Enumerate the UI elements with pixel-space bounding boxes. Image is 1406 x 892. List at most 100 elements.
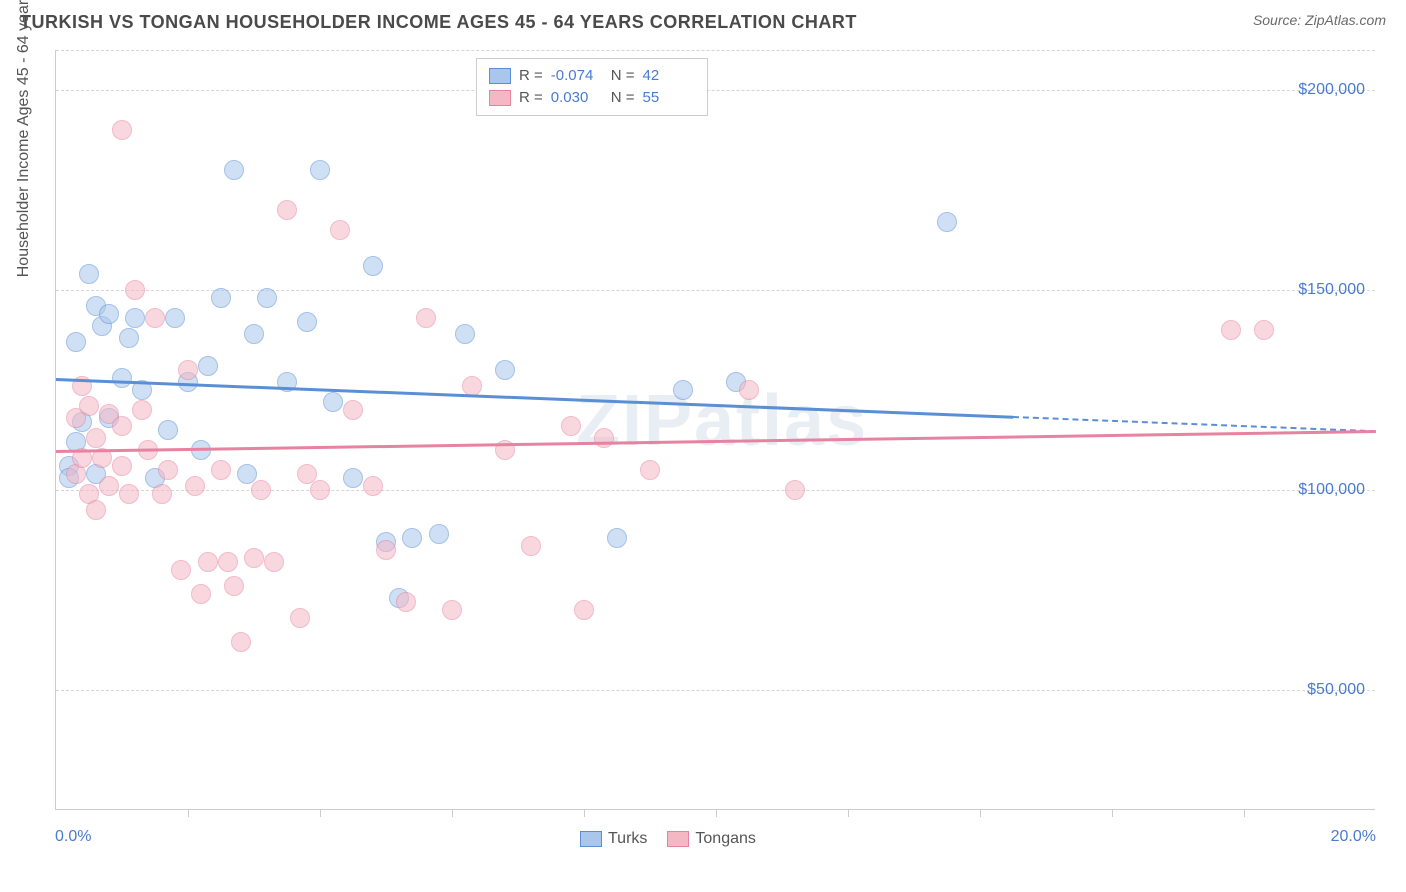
legend-r-value: 0.030 <box>551 87 603 109</box>
data-point <box>442 600 462 620</box>
data-point <box>290 608 310 628</box>
data-point <box>310 160 330 180</box>
data-point <box>574 600 594 620</box>
data-point <box>363 256 383 276</box>
data-point <box>86 428 106 448</box>
data-point <box>462 376 482 396</box>
legend-stats: R = -0.074 N = 42 R = 0.030 N = 55 <box>476 58 708 116</box>
data-point <box>363 476 383 496</box>
gridline <box>56 690 1375 691</box>
data-point <box>640 460 660 480</box>
data-point <box>112 456 132 476</box>
data-point <box>79 396 99 416</box>
data-point <box>277 200 297 220</box>
data-point <box>455 324 475 344</box>
y-tick-label: $50,000 <box>1307 681 1365 699</box>
data-point <box>86 500 106 520</box>
x-tick <box>584 809 585 817</box>
x-tick <box>1112 809 1113 817</box>
data-point <box>112 416 132 436</box>
legend-n-value: 55 <box>643 87 695 109</box>
data-point <box>66 332 86 352</box>
x-tick <box>452 809 453 817</box>
data-point <box>244 548 264 568</box>
data-point <box>211 460 231 480</box>
data-point <box>79 264 99 284</box>
y-tick-label: $100,000 <box>1298 481 1365 499</box>
legend-item: Turks <box>580 830 647 848</box>
y-tick-label: $150,000 <box>1298 281 1365 299</box>
gridline <box>56 90 1375 91</box>
trend-line <box>1013 416 1376 432</box>
data-point <box>739 380 759 400</box>
legend-series-name: Turks <box>608 830 647 848</box>
data-point <box>937 212 957 232</box>
data-point <box>125 280 145 300</box>
data-point <box>218 552 238 572</box>
data-point <box>402 528 422 548</box>
x-tick <box>188 809 189 817</box>
data-point <box>112 120 132 140</box>
data-point <box>330 220 350 240</box>
data-point <box>1254 320 1274 340</box>
trend-line <box>56 430 1376 453</box>
legend-row: R = 0.030 N = 55 <box>489 87 695 109</box>
data-point <box>231 632 251 652</box>
data-point <box>257 288 277 308</box>
data-point <box>171 560 191 580</box>
legend-n-label: N = <box>611 65 635 87</box>
data-point <box>112 368 132 388</box>
data-point <box>178 360 198 380</box>
data-point <box>416 308 436 328</box>
legend-n-value: 42 <box>643 65 695 87</box>
x-tick <box>320 809 321 817</box>
x-axis-max-label: 20.0% <box>1331 828 1376 846</box>
x-tick <box>980 809 981 817</box>
legend-item: Tongans <box>667 830 756 848</box>
data-point <box>99 476 119 496</box>
legend-r-value: -0.074 <box>551 65 603 87</box>
data-point <box>376 540 396 560</box>
x-tick <box>716 809 717 817</box>
gridline <box>56 290 1375 291</box>
data-point <box>211 288 231 308</box>
data-point <box>119 484 139 504</box>
data-point <box>244 324 264 344</box>
data-point <box>1221 320 1241 340</box>
data-point <box>396 592 416 612</box>
data-point <box>297 312 317 332</box>
x-tick <box>848 809 849 817</box>
legend-n-label: N = <box>611 87 635 109</box>
data-point <box>251 480 271 500</box>
legend-r-label: R = <box>519 65 543 87</box>
legend-swatch <box>580 831 602 847</box>
chart-title: TURKISH VS TONGAN HOUSEHOLDER INCOME AGE… <box>20 12 857 33</box>
watermark-text: ZIPatlas <box>576 380 868 462</box>
legend-row: R = -0.074 N = 42 <box>489 65 695 87</box>
data-point <box>343 468 363 488</box>
data-point <box>125 308 145 328</box>
data-point <box>132 400 152 420</box>
data-point <box>561 416 581 436</box>
data-point <box>145 308 165 328</box>
data-point <box>152 484 172 504</box>
data-point <box>264 552 284 572</box>
data-point <box>673 380 693 400</box>
data-point <box>198 552 218 572</box>
legend-swatch <box>667 831 689 847</box>
chart-header: TURKISH VS TONGAN HOUSEHOLDER INCOME AGE… <box>0 0 1406 41</box>
data-point <box>429 524 449 544</box>
data-point <box>495 360 515 380</box>
trend-line <box>56 378 1013 419</box>
data-point <box>165 308 185 328</box>
data-point <box>594 428 614 448</box>
data-point <box>99 304 119 324</box>
legend-r-label: R = <box>519 87 543 109</box>
data-point <box>785 480 805 500</box>
data-point <box>224 160 244 180</box>
data-point <box>198 356 218 376</box>
data-point <box>185 476 205 496</box>
data-point <box>323 392 343 412</box>
legend-swatch <box>489 90 511 106</box>
legend-series-name: Tongans <box>695 830 756 848</box>
